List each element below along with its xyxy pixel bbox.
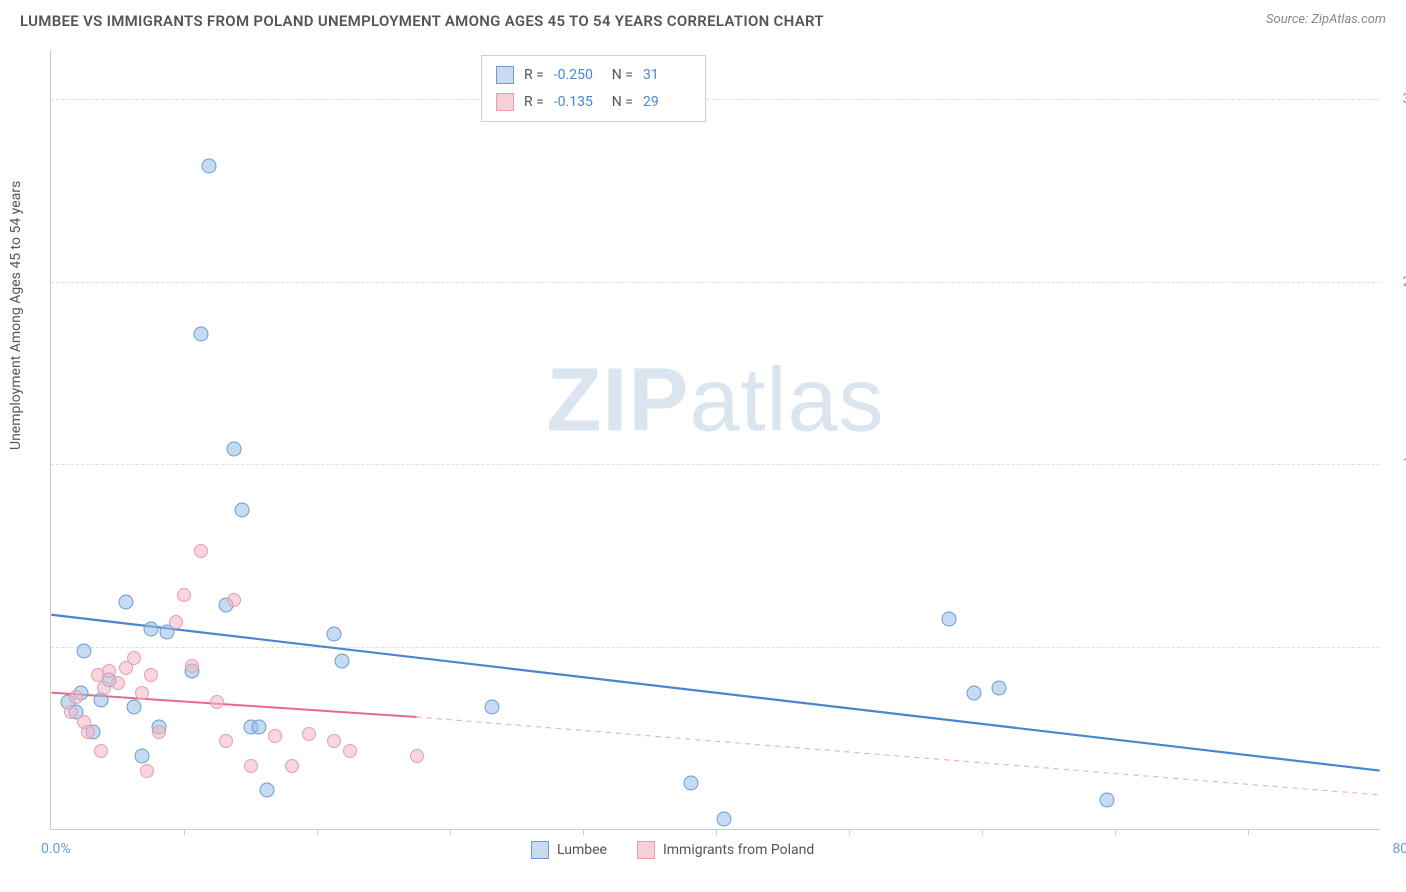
scatter-point-poland <box>268 729 282 743</box>
scatter-point-lumbee <box>334 653 349 668</box>
swatch-blue-icon <box>531 841 549 859</box>
watermark: ZIPatlas <box>546 349 884 452</box>
correlation-legend: R = -0.250 N = 31 R = -0.135 N = 29 <box>481 55 706 122</box>
scatter-point-poland <box>81 725 95 739</box>
x-tick <box>450 829 451 835</box>
x-tick <box>1115 829 1116 835</box>
scatter-point-poland <box>144 668 158 682</box>
scatter-point-poland <box>111 676 125 690</box>
scatter-point-poland <box>127 651 141 665</box>
scatter-point-poland <box>227 593 241 607</box>
swatch-pink-icon <box>496 93 514 111</box>
y-tick-label: 22.5% <box>1402 274 1406 290</box>
x-tick <box>849 829 850 835</box>
chart-title: LUMBEE VS IMMIGRANTS FROM POLAND UNEMPLO… <box>20 12 824 30</box>
n-label: N = <box>612 89 633 116</box>
gridline <box>51 99 1380 100</box>
scatter-point-lumbee <box>251 719 266 734</box>
scatter-point-lumbee <box>260 783 275 798</box>
legend-item-lumbee: Lumbee <box>531 841 607 859</box>
x-tick <box>317 829 318 835</box>
legend-item-poland: Immigrants from Poland <box>637 841 814 859</box>
trend-line <box>417 717 1380 795</box>
scatter-point-poland <box>302 727 316 741</box>
scatter-point-poland <box>244 759 258 773</box>
scatter-point-poland <box>285 759 299 773</box>
r-value-poland: -0.135 <box>554 89 602 116</box>
scatter-point-lumbee <box>226 441 241 456</box>
y-tick-label: 30.0% <box>1402 91 1406 107</box>
scatter-point-lumbee <box>143 622 158 637</box>
scatter-point-lumbee <box>966 685 981 700</box>
scatter-point-poland <box>97 681 111 695</box>
scatter-point-lumbee <box>77 644 92 659</box>
watermark-bold: ZIP <box>546 350 689 450</box>
scatter-point-poland <box>140 764 154 778</box>
legend-row-poland: R = -0.135 N = 29 <box>496 89 691 116</box>
x-origin-label: 0.0% <box>41 841 71 857</box>
r-label: R = <box>524 89 544 116</box>
watermark-light: atlas <box>689 350 884 450</box>
gridline <box>51 647 1380 648</box>
x-max-label: 80.0% <box>1392 841 1406 857</box>
series-legend: Lumbee Immigrants from Poland <box>531 841 814 859</box>
scatter-point-poland <box>185 659 199 673</box>
y-axis-label: Unemployment Among Ages 45 to 54 years <box>8 181 24 450</box>
scatter-point-poland <box>177 588 191 602</box>
scatter-point-poland <box>64 705 78 719</box>
trend-line <box>51 615 1379 771</box>
legend-label-poland: Immigrants from Poland <box>663 842 814 858</box>
scatter-point-lumbee <box>941 612 956 627</box>
x-tick <box>184 829 185 835</box>
source-label: Source: ZipAtlas.com <box>1266 12 1386 27</box>
x-tick <box>1248 829 1249 835</box>
swatch-pink-icon <box>637 841 655 859</box>
scatter-point-lumbee <box>717 812 732 827</box>
swatch-blue-icon <box>496 66 514 84</box>
scatter-point-lumbee <box>1099 792 1114 807</box>
scatter-point-lumbee <box>193 327 208 342</box>
scatter-point-lumbee <box>118 595 133 610</box>
n-value-poland: 29 <box>643 89 691 116</box>
n-value-lumbee: 31 <box>643 62 691 89</box>
scatter-point-lumbee <box>93 692 108 707</box>
scatter-point-poland <box>343 744 357 758</box>
scatter-point-poland <box>94 744 108 758</box>
scatter-point-poland <box>152 725 166 739</box>
x-tick <box>583 829 584 835</box>
legend-label-lumbee: Lumbee <box>557 842 607 858</box>
r-value-lumbee: -0.250 <box>554 62 602 89</box>
scatter-point-poland <box>169 615 183 629</box>
gridline <box>51 282 1380 283</box>
scatter-point-lumbee <box>991 680 1006 695</box>
scatter-point-lumbee <box>326 627 341 642</box>
r-label: R = <box>524 62 544 89</box>
x-tick <box>982 829 983 835</box>
scatter-point-lumbee <box>684 775 699 790</box>
scatter-point-poland <box>219 734 233 748</box>
scatter-point-lumbee <box>127 700 142 715</box>
gridline <box>51 464 1380 465</box>
y-tick-label: 15.0% <box>1402 456 1406 472</box>
trend-lines <box>51 50 1380 829</box>
scatter-point-poland <box>327 734 341 748</box>
scatter-point-lumbee <box>135 748 150 763</box>
legend-row-lumbee: R = -0.250 N = 31 <box>496 62 691 89</box>
scatter-point-lumbee <box>235 502 250 517</box>
x-tick <box>716 829 717 835</box>
scatter-point-poland <box>210 695 224 709</box>
chart-plot-area: ZIPatlas 7.5%15.0%22.5%30.0% R = -0.250 … <box>50 50 1380 830</box>
scatter-point-poland <box>410 749 424 763</box>
scatter-point-lumbee <box>484 700 499 715</box>
n-label: N = <box>612 62 633 89</box>
scatter-point-lumbee <box>201 159 216 174</box>
scatter-point-poland <box>135 686 149 700</box>
scatter-point-poland <box>69 690 83 704</box>
scatter-point-poland <box>194 544 208 558</box>
